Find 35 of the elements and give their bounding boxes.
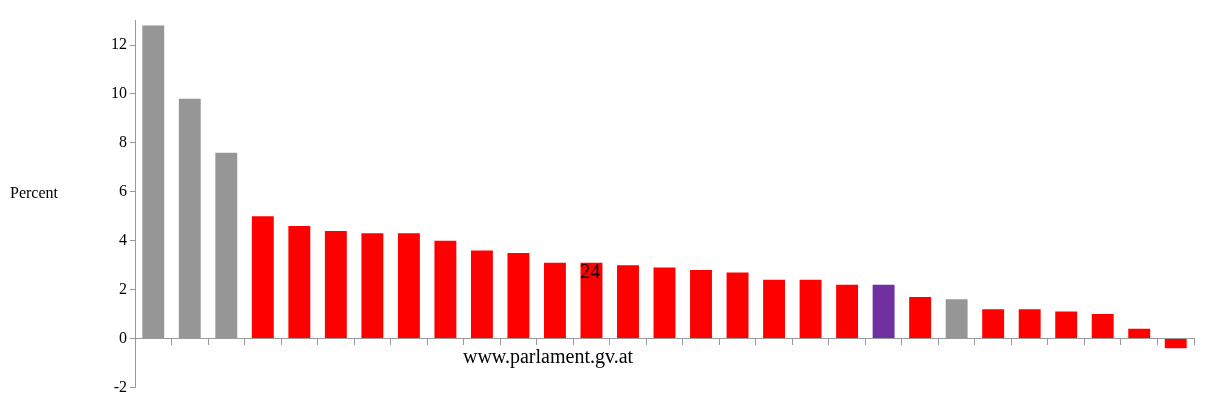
bar: [288, 226, 311, 338]
bar: [397, 233, 420, 338]
y-tick-label: 12: [111, 35, 127, 53]
y-axis-title: Percent: [10, 184, 59, 202]
bar: [1091, 314, 1114, 338]
bar: [872, 284, 895, 338]
bar: [799, 279, 822, 338]
bar: [726, 272, 749, 338]
bar: [1055, 311, 1078, 338]
y-tick-label: 2: [119, 279, 127, 297]
bar: [653, 267, 676, 338]
y-tick-label: 8: [119, 133, 127, 151]
y-tick-label: -2: [113, 377, 127, 395]
bar: [763, 279, 786, 338]
bar: [909, 296, 932, 338]
bar: [690, 270, 712, 338]
bar: [470, 250, 493, 338]
bar: [1018, 309, 1041, 338]
bar: [507, 252, 530, 338]
bar: [324, 230, 347, 338]
annotation: www.parlament.gv.at: [462, 345, 634, 369]
bar: [982, 309, 1005, 338]
bar: [1128, 328, 1151, 338]
y-tick-label: 0: [119, 328, 127, 346]
bar: [251, 216, 274, 338]
bar: [434, 240, 457, 338]
bar: [836, 284, 859, 338]
annotation: 24: [580, 259, 601, 282]
bar: [1164, 338, 1187, 349]
bar: [543, 262, 566, 338]
y-tick-label: 4: [119, 230, 127, 248]
bar: [617, 265, 639, 338]
y-tick-label: 6: [119, 181, 127, 199]
bar: [361, 233, 384, 338]
y-tick-label: 10: [111, 84, 127, 102]
